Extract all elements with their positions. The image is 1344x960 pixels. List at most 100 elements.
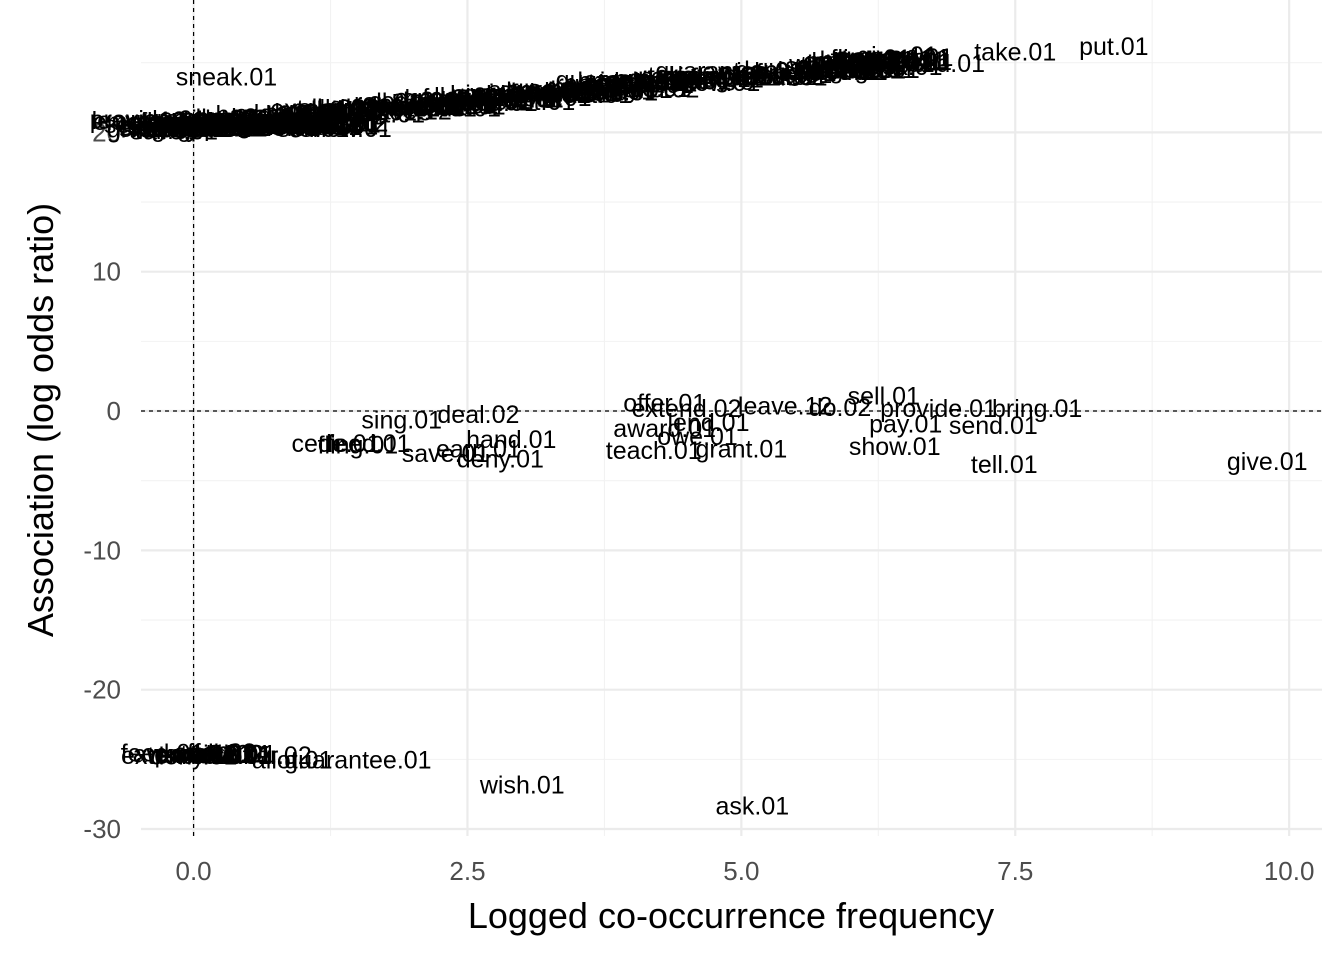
point-label: save.01 (189, 740, 277, 768)
point-label: email.01 (152, 108, 247, 136)
point-label: guarantee.01 (284, 746, 431, 774)
point-label: sneak.01 (176, 64, 277, 92)
point-label: put.01 (613, 65, 683, 93)
point-label: pay.01 (860, 46, 933, 74)
point-label: hand.01 (511, 78, 601, 106)
point-label: award.01 (851, 44, 954, 72)
point-label: wish.01 (470, 79, 556, 107)
y-axis-ticks: -30 -20 -10 0 10 20 (83, 117, 121, 844)
point-label: tell.01 (187, 739, 254, 767)
point-label: do.02 (803, 48, 866, 76)
point-label: offer.01 (139, 115, 222, 143)
point-label: sing.01 (145, 115, 226, 143)
point-label: deal.02 (606, 68, 688, 96)
point-label: mail.01 (806, 48, 887, 76)
point-label: wish.01 (491, 80, 577, 108)
point-label: lend.01 (510, 84, 592, 112)
point-label: take.01 (576, 79, 658, 107)
point-label: mail.01 (233, 109, 314, 137)
point-label: remit.01 (555, 70, 645, 98)
point-label: award.01 (133, 740, 236, 768)
point-label: earn.01 (194, 112, 279, 140)
point-label: send.01 (831, 56, 920, 84)
point-label: earn.01 (252, 111, 337, 139)
point-label: extend.02 (119, 113, 229, 141)
point-label: deny.01 (859, 47, 946, 75)
x-axis-title: Logged co-occurrence frequency (468, 895, 994, 936)
point-label: ask.01 (275, 108, 349, 136)
point-label: provide.01 (262, 108, 379, 136)
point-label: award.01 (882, 50, 985, 78)
point-label: provide.01 (143, 105, 260, 133)
point-label: deal.02 (266, 99, 348, 127)
point-label: sell.01 (293, 95, 365, 123)
point-label: ask.01 (240, 102, 314, 130)
point-label: remit.01 (574, 71, 664, 99)
reference-lines (141, 0, 1322, 836)
point-label: deny.01 (736, 57, 823, 85)
point-label: teach.01 (292, 98, 388, 126)
point-label: remit.01 (165, 108, 255, 136)
point-label: do.02 (244, 110, 307, 138)
point-label: leave.12 (268, 113, 363, 141)
point-label: bring.01 (992, 395, 1082, 423)
point-label: offer.02 (173, 739, 256, 767)
point-label: mail.01 (544, 74, 625, 102)
point-label: bring.01 (578, 68, 668, 96)
point-label: owe.01 (752, 61, 833, 89)
point-label: give.01 (1227, 448, 1308, 476)
point-label: give.01 (416, 89, 497, 117)
point-label: tell.01 (971, 451, 1038, 479)
point-label: extend.02 (270, 95, 380, 123)
point-label: put.01 (197, 107, 267, 135)
point-label: sneak.01 (431, 89, 532, 117)
point-label: wish.01 (479, 771, 565, 799)
point-label: cede.01 (292, 430, 381, 458)
x-tick-label: 2.5 (449, 856, 485, 886)
point-label: leave.12 (92, 107, 187, 135)
point-label: hurl.01 (450, 81, 526, 109)
point-label: save.01 (785, 53, 873, 81)
point-label: award.01 (613, 415, 716, 443)
point-label: feed.01 (140, 108, 223, 136)
point-label: guarantee.01 (330, 95, 477, 123)
point-label: bring.01 (850, 48, 940, 76)
point-label: save.01 (180, 114, 268, 142)
point-label: extend.02 (632, 395, 742, 423)
point-label: bring.01 (501, 81, 591, 109)
point-label: sell.01 (189, 111, 261, 139)
point-label: sell.01 (606, 67, 678, 95)
point-label: deny.01 (273, 105, 360, 133)
point-label: allot.01 (252, 746, 333, 774)
point-label: feed.01 (422, 84, 505, 112)
point-label: hurl.01 (287, 111, 363, 139)
point-label: show.01 (172, 112, 264, 140)
point-label: take.01 (974, 39, 1056, 67)
point-label: send.01 (156, 113, 245, 141)
point-label: show.01 (275, 109, 367, 137)
point-label: grant.01 (128, 109, 220, 137)
point-label: bring.01 (441, 87, 531, 115)
point-label: fling.01 (318, 431, 399, 459)
point-label: teach.01 (588, 69, 684, 97)
point-label: give.01 (740, 63, 821, 91)
point-label: take.01 (245, 109, 327, 137)
point-label: provide.01 (90, 106, 207, 134)
point-label: sneak.01 (150, 115, 251, 143)
x-tick-label: 0.0 (176, 856, 212, 886)
point-label: teach.01 (800, 52, 896, 80)
point-label: roll.01 (299, 100, 367, 128)
point-label: take.01 (296, 113, 378, 141)
point-label: guarantee.01 (655, 58, 802, 86)
x-tick-label: 7.5 (997, 856, 1033, 886)
point-label: wish.01 (717, 58, 803, 86)
point-label: do.02 (560, 74, 623, 102)
point-label: sing.01 (160, 110, 241, 138)
point-label: save.01 (296, 103, 384, 131)
point-label: bring.01 (377, 93, 467, 121)
point-label: cede.01 (197, 110, 286, 138)
y-tick-label: -20 (83, 675, 121, 705)
point-label: do.02 (834, 48, 897, 76)
point-label: deny.01 (150, 743, 237, 771)
